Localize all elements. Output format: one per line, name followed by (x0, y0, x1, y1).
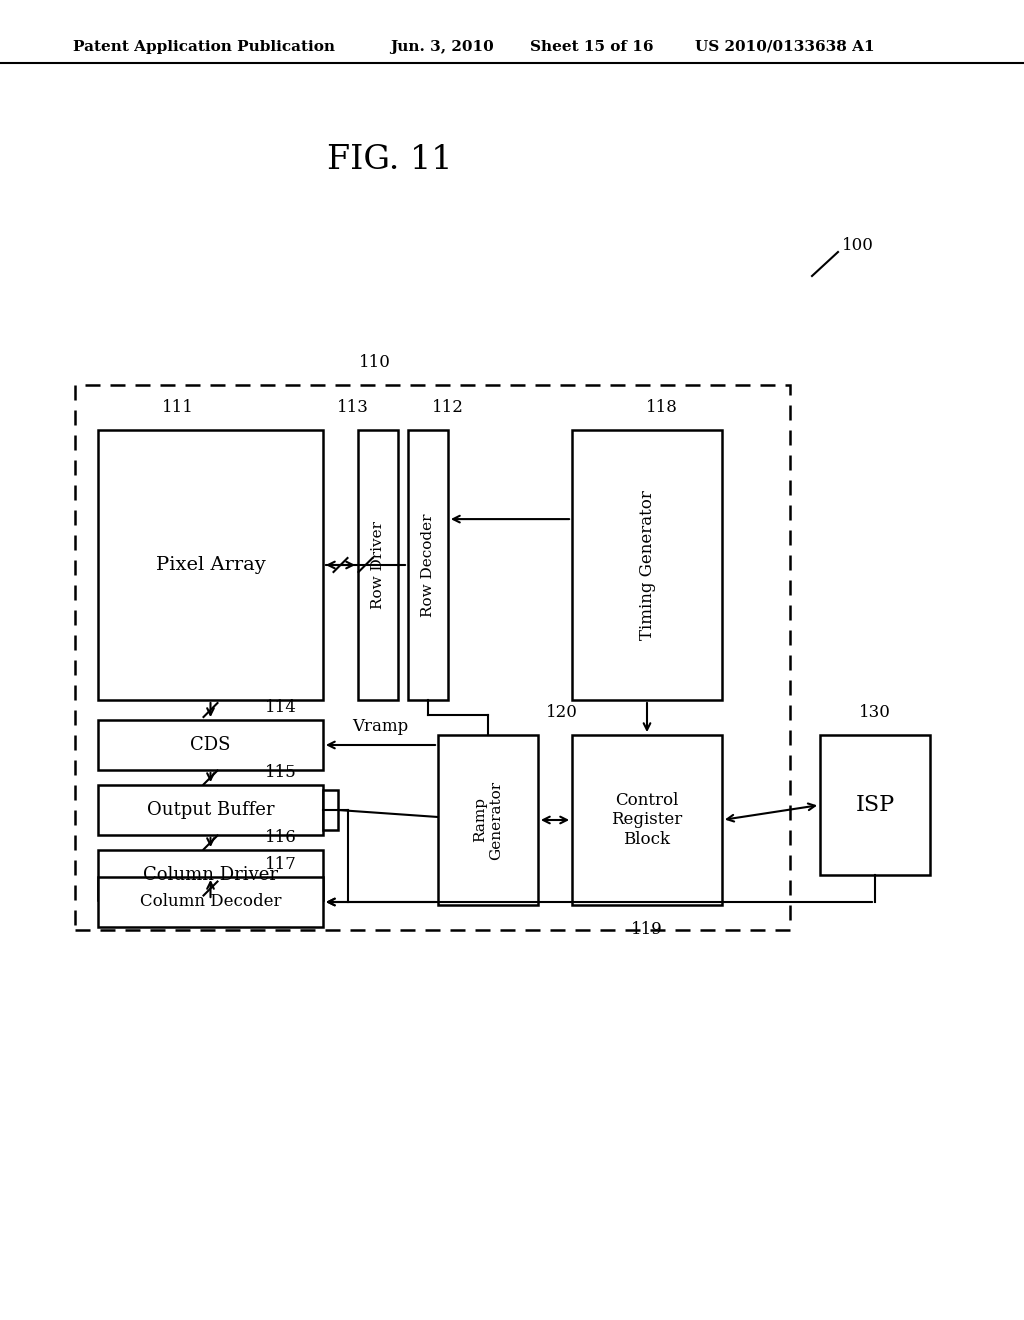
Text: Patent Application Publication: Patent Application Publication (73, 40, 335, 54)
Text: Row Driver: Row Driver (371, 521, 385, 609)
Text: 112: 112 (432, 399, 464, 416)
Bar (408, 430, 449, 700)
Bar (572, 735, 722, 906)
Text: Sheet 15 of 16: Sheet 15 of 16 (530, 40, 653, 54)
Text: US 2010/0133638 A1: US 2010/0133638 A1 (695, 40, 874, 54)
Bar (98, 850, 323, 900)
Text: Column Decoder: Column Decoder (139, 894, 282, 911)
Text: 117: 117 (264, 855, 296, 873)
Text: Column Driver: Column Driver (143, 866, 278, 884)
Bar (820, 735, 930, 875)
Text: 115: 115 (264, 764, 296, 781)
Bar (98, 785, 323, 836)
Bar (98, 430, 323, 700)
Bar (98, 719, 323, 770)
Bar (572, 430, 722, 700)
Text: 118: 118 (646, 399, 678, 416)
Text: 111: 111 (162, 399, 194, 416)
Text: ISP: ISP (855, 795, 895, 816)
Text: 114: 114 (264, 700, 296, 715)
Text: 119: 119 (631, 921, 663, 939)
Text: Vramp: Vramp (352, 718, 409, 735)
Text: CDS: CDS (190, 737, 230, 754)
Bar (98, 876, 323, 927)
Text: Control
Register
Block: Control Register Block (611, 792, 683, 849)
Bar (438, 735, 538, 906)
Bar (358, 430, 398, 700)
Text: FIG. 11: FIG. 11 (328, 144, 453, 176)
Text: Output Buffer: Output Buffer (146, 801, 274, 818)
Text: 113: 113 (337, 399, 369, 416)
Text: Timing Generator: Timing Generator (639, 490, 655, 640)
Text: Row Decoder: Row Decoder (421, 513, 435, 616)
Text: Pixel Array: Pixel Array (156, 556, 265, 574)
Text: 100: 100 (842, 236, 873, 253)
Bar (75, 385, 790, 931)
Text: Ramp
Generator: Ramp Generator (473, 780, 503, 859)
Text: Jun. 3, 2010: Jun. 3, 2010 (390, 40, 494, 54)
Bar (323, 789, 338, 830)
Text: 120: 120 (546, 704, 578, 721)
Text: 130: 130 (859, 704, 891, 721)
Text: 110: 110 (359, 354, 391, 371)
Text: 116: 116 (264, 829, 296, 846)
